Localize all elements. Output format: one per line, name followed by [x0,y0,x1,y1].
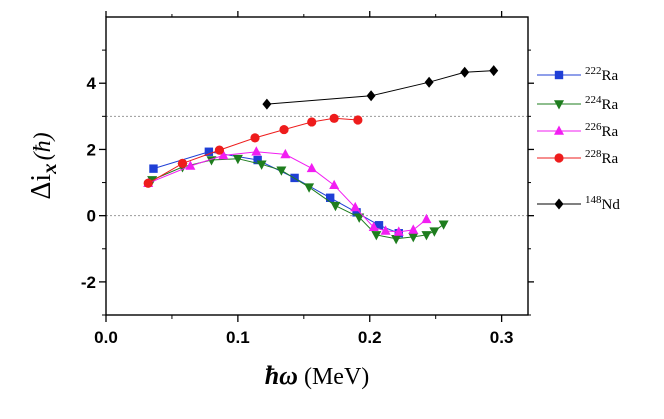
data-point [253,155,262,165]
data-point [424,76,434,88]
data-point [279,124,289,135]
legend-label: 226Ra [585,121,619,140]
data-point [489,65,499,77]
legend-element: Nd [602,197,621,213]
data-point [149,164,158,173]
data-point [232,154,243,165]
data-point [280,148,291,159]
data-point [307,117,317,127]
data-point [371,231,382,241]
y-tick-label: 4 [87,74,97,93]
legend-mass-number: 222 [585,65,602,77]
data-point [353,115,363,125]
x-axis-title: ħω (MeV) [265,361,370,390]
series-line [152,158,444,240]
legend-label: 148Nd [585,194,620,213]
legend-item-226Ra: 226Ra [537,121,619,140]
x-tick-label: 0.0 [94,328,118,347]
x-axis-title-unit: (MeV) [298,364,369,390]
legend-mass-number: 224 [585,94,602,106]
y-axis-title-main: Δi [26,174,57,200]
reference-lines [106,115,528,217]
y-axis-title-sub: x [37,163,61,175]
data-point [330,201,341,212]
x-axis: 0.0 0.1 0.2 0.3 [94,11,513,347]
data-point [262,98,272,110]
y-axis: -2 0 2 4 [81,49,534,316]
y-tick-label: 2 [87,140,96,159]
legend-label: 228Ra [585,148,619,167]
legend-marker [554,198,564,210]
data-point [256,160,267,170]
legend-marker [554,100,564,110]
data-point [408,224,419,234]
legend-label: 224Ra [585,94,619,113]
data-point [380,225,391,235]
data-point [421,213,432,224]
legend-element: Ra [602,97,619,113]
y-axis-title: Δix (ħ) [26,132,61,199]
legend-item-228Ra: 228Ra [537,148,619,167]
legend-mass-number: 228 [585,148,602,160]
data-point [325,193,335,202]
data-point [250,133,260,143]
data-point [354,213,365,223]
x-tick-label: 0.3 [490,328,514,347]
data-point [214,145,225,155]
series-228Ra [143,113,363,188]
legend-marker [554,153,564,163]
data-point [350,201,361,212]
y-tick-label: 0 [87,207,96,226]
data-point [204,147,214,156]
plot-frame [105,16,529,316]
legend-element: Ra [602,68,619,84]
data-point [218,149,229,160]
x-tick-label: 0.2 [358,328,382,347]
data-point [366,90,376,102]
data-point [329,113,339,123]
series-layer [143,65,499,245]
series-148Nd [262,65,499,110]
data-point [177,158,188,168]
series-line [147,117,358,184]
data-point [368,221,379,232]
legend-marker [554,125,564,135]
data-point [421,231,432,241]
legend-element: Ra [602,124,619,140]
data-point [374,221,384,230]
data-point [438,220,449,230]
legend-marker [554,70,564,80]
legend-mass-number: 226 [585,121,602,133]
legend-label: 222Ra [585,65,619,84]
data-point [304,183,315,193]
data-point [329,179,340,190]
data-point [143,178,153,188]
series-222Ra [149,147,403,238]
x-tick-label: 0.1 [226,328,250,347]
data-point [408,233,419,243]
data-point [352,208,361,217]
legend-item-222Ra: 222Ra [537,65,619,84]
data-point [393,226,404,236]
legend-item-224Ra: 224Ra [537,94,619,113]
data-point [391,235,402,245]
data-point [429,227,440,237]
y-axis-title-unit: (ħ) [30,132,56,160]
series-line [266,70,494,105]
data-point [460,66,470,78]
legend-mass-number: 148 [585,194,602,206]
x-axis-title-symbol: ħω [265,361,298,390]
data-point [276,166,287,176]
data-point [251,146,262,156]
series-226Ra [143,146,432,236]
legend-item-148Nd: 148Nd [537,194,620,213]
legend-element: Ra [602,151,619,167]
data-point [185,160,196,170]
data-point [306,162,317,173]
y-tick-label: -2 [81,273,96,292]
